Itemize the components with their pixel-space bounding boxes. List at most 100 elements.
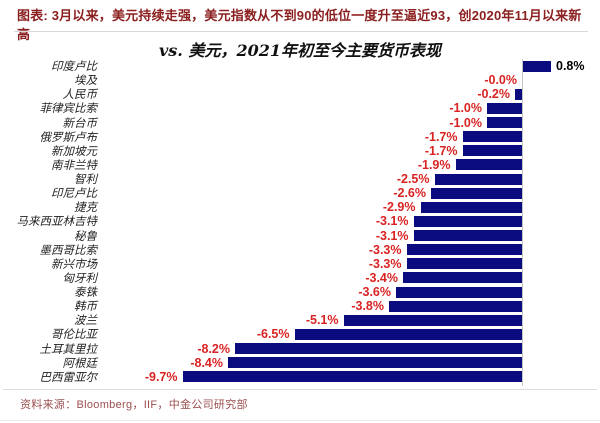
chart-row: 印度卢比 0.8% [0, 59, 600, 73]
chart-row: 埃及 -0.0% [0, 73, 600, 87]
category-label: 俄罗斯卢布 [39, 129, 98, 144]
category-label: 印度卢比 [51, 59, 97, 73]
category-label: 哥伦比亚 [51, 327, 97, 342]
value-label: 0.8% [556, 59, 585, 73]
bar [228, 357, 522, 369]
value-label: -1.0% [449, 115, 482, 130]
chart-row: 巴西雷亚尔 -9.7% [0, 370, 600, 384]
bar [235, 343, 522, 355]
chart-row: 泰铢 -3.6% [0, 285, 600, 299]
bar [462, 145, 522, 157]
value-label: -0.2% [477, 87, 510, 102]
chart-row: 南非兰特 -1.9% [0, 158, 600, 172]
value-label: -3.6% [358, 285, 391, 299]
category-label: 马来西亚林吉特 [16, 214, 98, 229]
category-label: 土耳其里拉 [39, 341, 98, 356]
bar [420, 201, 522, 213]
category-label: 南非兰特 [51, 157, 97, 172]
chart-row: 波兰 -5.1% [0, 313, 600, 327]
currency-bar-chart: 印度卢比 0.8% 埃及 -0.0% 人民币 -0.2% 菲律宾比索 -1.0% 新台币 -1.0… [0, 59, 600, 386]
bar [413, 215, 522, 227]
value-label: -3.1% [375, 214, 409, 229]
value-label: -3.1% [375, 228, 409, 243]
zero-axis-line [522, 59, 523, 386]
value-label: -5.1% [305, 313, 339, 328]
bar [389, 300, 522, 312]
bar [515, 88, 522, 100]
value-label: -3.3% [368, 256, 402, 271]
value-label: -3.8% [351, 299, 384, 314]
category-label: 埃及 [74, 73, 97, 88]
bar [413, 230, 522, 242]
bar [406, 258, 522, 270]
bar [434, 173, 522, 185]
chart-row: 俄罗斯卢布 -1.7% [0, 130, 600, 144]
chart-row: 阿根廷 -8.4% [0, 356, 600, 370]
chart-row: 菲律宾比索 -1.0% [0, 101, 600, 115]
category-label: 新加坡元 [51, 143, 97, 158]
category-label: 印尼卢比 [51, 186, 97, 201]
value-label: -1.0% [449, 101, 482, 116]
category-label: 菲律宾比索 [39, 101, 98, 116]
bar [182, 371, 522, 383]
bar [343, 314, 522, 326]
value-label: -8.4% [190, 355, 223, 370]
category-label: 墨西哥比索 [39, 242, 98, 257]
category-label: 波兰 [74, 313, 97, 328]
value-label: -0.0% [484, 73, 517, 88]
category-label: 新兴市场 [51, 256, 97, 271]
value-label: -2.9% [382, 200, 416, 215]
header-divider [14, 31, 588, 32]
bar [431, 187, 522, 199]
chart-row: 新台币 -1.0% [0, 116, 600, 130]
category-label: 阿根廷 [62, 355, 98, 370]
value-label: -9.7% [144, 369, 178, 384]
value-label: -3.3% [368, 242, 402, 257]
bar [487, 102, 522, 114]
category-label: 人民币 [62, 87, 98, 102]
chart-title: vs. 美元，2021年初至今主要货币表现 [159, 41, 441, 60]
value-label: -8.2% [197, 341, 230, 356]
bar [406, 244, 522, 256]
source-note: 资料来源：Bloomberg，IIF，中金公司研究部 [20, 399, 248, 411]
chart-row: 智利 -2.5% [0, 172, 600, 186]
chart-row: 印尼卢比 -2.6% [0, 186, 600, 200]
chart-row: 新兴市场 -3.3% [0, 257, 600, 271]
chart-row: 人民币 -0.2% [0, 87, 600, 101]
category-label: 捷克 [74, 200, 97, 215]
footer-divider [3, 389, 597, 390]
bar [455, 159, 522, 171]
chart-row: 墨西哥比索 -3.3% [0, 243, 600, 257]
category-label: 智利 [74, 172, 97, 186]
chart-row: 匈牙利 -3.4% [0, 271, 600, 285]
category-label: 韩币 [74, 299, 97, 314]
bar [523, 60, 551, 72]
category-label: 巴西雷亚尔 [39, 369, 98, 384]
category-label: 匈牙利 [62, 270, 98, 285]
chart-row: 新加坡元 -1.7% [0, 144, 600, 158]
chart-row: 捷克 -2.9% [0, 200, 600, 214]
bottom-border [0, 420, 600, 421]
value-label: -2.6% [393, 186, 426, 201]
bar [396, 286, 522, 298]
value-label: -2.5% [396, 172, 430, 186]
value-label: -1.7% [424, 129, 458, 144]
value-label: -1.9% [417, 157, 451, 172]
value-label: -6.5% [256, 327, 290, 342]
bar [294, 328, 522, 340]
chart-row: 秘鲁 -3.1% [0, 229, 600, 243]
chart-row: 哥伦比亚 -6.5% [0, 327, 600, 341]
value-label: -1.7% [424, 143, 458, 158]
chart-header-note: 图表: 3月以来，美元持续走强，美元指数从不到90的低位一度升至逼近93，创20… [17, 8, 582, 42]
chart-row: 马来西亚林吉特 -3.1% [0, 214, 600, 228]
bar [462, 131, 522, 143]
value-label: -3.4% [365, 270, 398, 285]
category-label: 新台币 [62, 115, 98, 130]
bar [403, 272, 522, 284]
chart-row: 土耳其里拉 -8.2% [0, 342, 600, 356]
category-label: 泰铢 [74, 285, 97, 299]
category-label: 秘鲁 [74, 228, 97, 243]
chart-row: 韩币 -3.8% [0, 299, 600, 313]
bar [487, 117, 522, 129]
